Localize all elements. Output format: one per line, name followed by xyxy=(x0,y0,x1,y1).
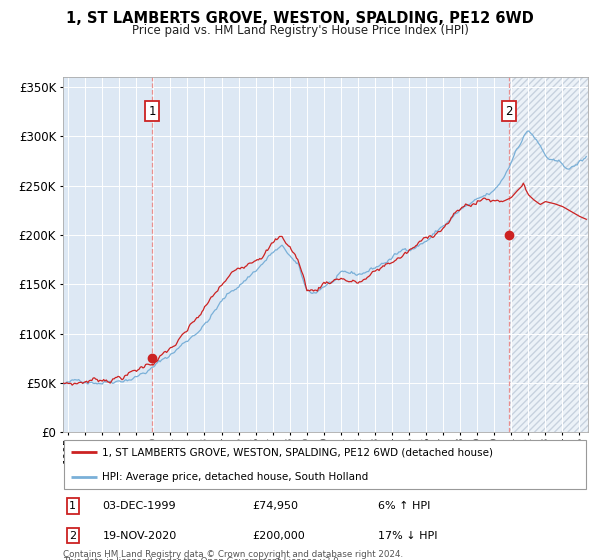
Text: This data is licensed under the Open Government Licence v3.0.: This data is licensed under the Open Gov… xyxy=(63,557,341,560)
Text: HPI: Average price, detached house, South Holland: HPI: Average price, detached house, Sout… xyxy=(103,472,368,482)
Text: £74,950: £74,950 xyxy=(252,501,298,511)
Text: £200,000: £200,000 xyxy=(252,530,305,540)
Bar xyxy=(509,77,588,432)
Text: 19-NOV-2020: 19-NOV-2020 xyxy=(103,530,176,540)
Text: 1: 1 xyxy=(148,105,156,118)
FancyBboxPatch shape xyxy=(64,440,586,489)
Text: 2: 2 xyxy=(505,105,513,118)
Text: 2: 2 xyxy=(70,530,76,540)
Text: 1, ST LAMBERTS GROVE, WESTON, SPALDING, PE12 6WD: 1, ST LAMBERTS GROVE, WESTON, SPALDING, … xyxy=(66,11,534,26)
Text: 6% ↑ HPI: 6% ↑ HPI xyxy=(378,501,430,511)
Text: 1: 1 xyxy=(70,501,76,511)
Text: 03-DEC-1999: 03-DEC-1999 xyxy=(103,501,176,511)
Text: 1, ST LAMBERTS GROVE, WESTON, SPALDING, PE12 6WD (detached house): 1, ST LAMBERTS GROVE, WESTON, SPALDING, … xyxy=(103,447,493,458)
Bar xyxy=(509,77,588,432)
Text: Price paid vs. HM Land Registry's House Price Index (HPI): Price paid vs. HM Land Registry's House … xyxy=(131,24,469,36)
Text: 17% ↓ HPI: 17% ↓ HPI xyxy=(378,530,437,540)
Text: Contains HM Land Registry data © Crown copyright and database right 2024.: Contains HM Land Registry data © Crown c… xyxy=(63,550,403,559)
